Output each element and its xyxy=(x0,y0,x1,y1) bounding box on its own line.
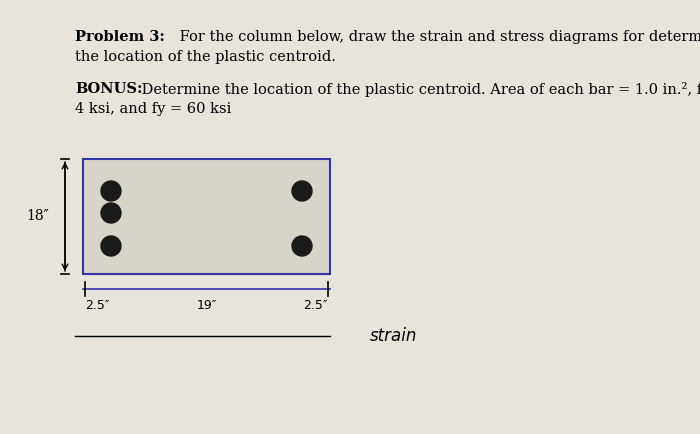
Circle shape xyxy=(292,181,312,201)
Text: strain: strain xyxy=(370,327,417,345)
Bar xyxy=(83,159,330,274)
Text: Problem 3:: Problem 3: xyxy=(75,30,165,44)
Text: Determine the location of the plastic centroid. Area of each bar = 1.0 in.², f′c: Determine the location of the plastic ce… xyxy=(137,82,700,97)
Text: 19″: 19″ xyxy=(196,299,217,312)
Text: 18″: 18″ xyxy=(27,210,49,224)
Text: the location of the plastic centroid.: the location of the plastic centroid. xyxy=(75,50,336,64)
Circle shape xyxy=(101,181,121,201)
Text: 2.5″: 2.5″ xyxy=(304,299,328,312)
Circle shape xyxy=(292,236,312,256)
Text: For the column below, draw the strain and stress diagrams for determining: For the column below, draw the strain an… xyxy=(175,30,700,44)
Circle shape xyxy=(101,203,121,223)
Text: 2.5″: 2.5″ xyxy=(85,299,109,312)
Text: BONUS:: BONUS: xyxy=(75,82,143,96)
Text: 4 ksi, and fy = 60 ksi: 4 ksi, and fy = 60 ksi xyxy=(75,102,232,116)
Circle shape xyxy=(101,236,121,256)
